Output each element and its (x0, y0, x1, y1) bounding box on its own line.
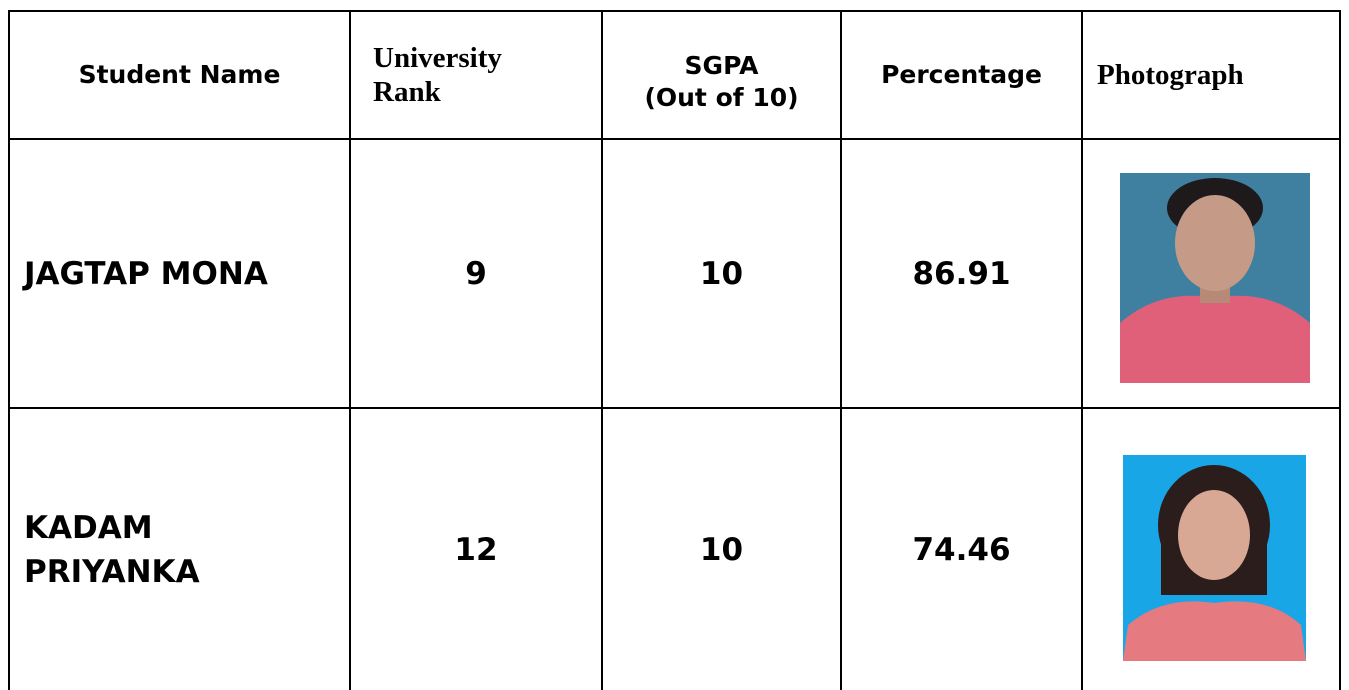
header-text: Rank (373, 75, 441, 109)
percentage-cell: 74.46 (842, 409, 1081, 690)
rank: 9 (465, 252, 487, 296)
page: Student Name University Rank SGPA (Out o… (0, 0, 1349, 690)
student-name: PRIYANKA (24, 550, 200, 594)
percentage: 74.46 (912, 528, 1010, 572)
name-cell: KADAM PRIYANKA (10, 409, 349, 690)
header-text: University (373, 41, 502, 75)
header-text: Percentage (881, 59, 1042, 91)
percentage-cell: 86.91 (842, 140, 1081, 407)
sgpa-cell: 10 (603, 140, 840, 407)
border (1339, 10, 1341, 690)
header-cell: Percentage (842, 12, 1081, 138)
photograph (1123, 455, 1306, 661)
sgpa-cell: 10 (603, 409, 840, 690)
sgpa: 10 (700, 528, 743, 572)
rank: 12 (454, 528, 497, 572)
sgpa: 10 (700, 252, 743, 296)
header-text: Photograph (1097, 59, 1244, 91)
percentage: 86.91 (912, 252, 1010, 296)
header-text: Student Name (79, 59, 281, 91)
header-cell: SGPA (Out of 10) (603, 12, 840, 138)
header-cell: Photograph (1083, 12, 1339, 138)
student-name: KADAM (24, 506, 153, 550)
rank-cell: 12 (351, 409, 601, 690)
photograph (1120, 173, 1310, 383)
rank-cell: 9 (351, 140, 601, 407)
student-name: JAGTAP MONA (24, 252, 268, 296)
header-text: (Out of 10) (644, 82, 798, 114)
header-cell: University Rank (351, 12, 601, 138)
header-cell: Student Name (10, 12, 349, 138)
header-text: SGPA (685, 50, 759, 82)
name-cell: JAGTAP MONA (10, 140, 349, 407)
